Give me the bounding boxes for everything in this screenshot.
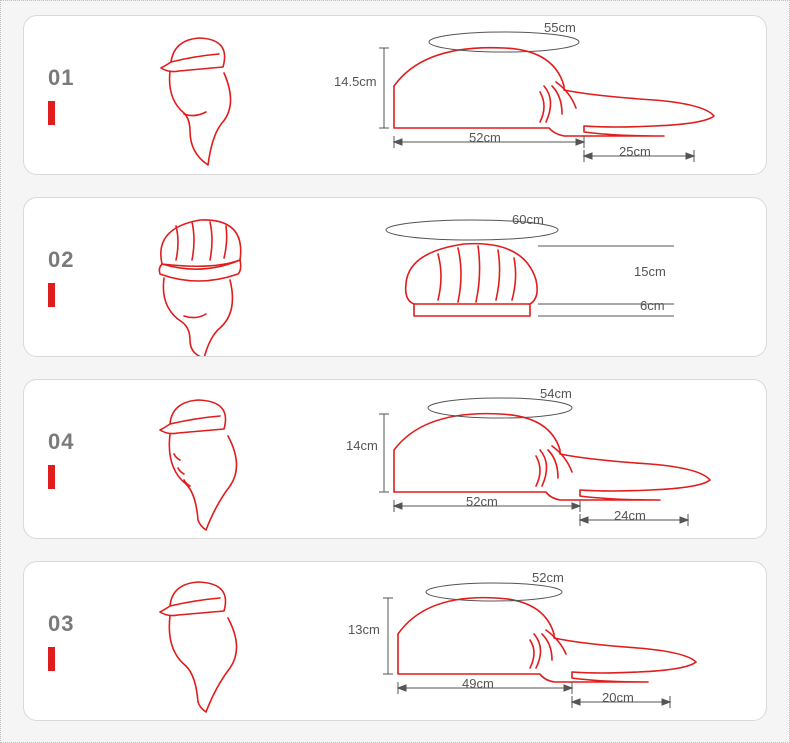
number-column: 04 bbox=[24, 380, 114, 538]
dim-top-width: 54cm bbox=[540, 386, 572, 401]
accent-bar bbox=[48, 465, 55, 489]
dim-brim-height: 6cm bbox=[640, 298, 665, 313]
spec-column: 55cm 14.5cm 52cm 25cm bbox=[294, 16, 766, 174]
spec-column: 54cm 14cm 52cm 24cm bbox=[294, 380, 766, 538]
spec-card: 02 bbox=[23, 197, 767, 357]
number-column: 01 bbox=[24, 16, 114, 174]
profile-illustration bbox=[114, 380, 294, 539]
item-number: 04 bbox=[48, 429, 74, 455]
profile-column bbox=[114, 16, 294, 174]
spec-sheet: 01 bbox=[0, 0, 790, 743]
dim-height: 14cm bbox=[346, 438, 378, 453]
spec-illustration bbox=[294, 16, 754, 175]
dim-base-width: 49cm bbox=[462, 676, 494, 691]
dim-height: 14.5cm bbox=[334, 74, 377, 89]
spec-illustration bbox=[294, 380, 754, 539]
number-column: 02 bbox=[24, 198, 114, 356]
spec-card: 03 bbox=[23, 561, 767, 721]
dim-tail-length: 25cm bbox=[619, 144, 651, 159]
spec-illustration bbox=[294, 562, 754, 721]
dim-height: 13cm bbox=[348, 622, 380, 637]
profile-column bbox=[114, 562, 294, 720]
spec-column: 60cm 15cm 6cm bbox=[294, 198, 766, 356]
dim-top-width: 60cm bbox=[512, 212, 544, 227]
item-number: 01 bbox=[48, 65, 74, 91]
spec-card: 04 bbox=[23, 379, 767, 539]
profile-column bbox=[114, 198, 294, 356]
dim-height: 15cm bbox=[634, 264, 666, 279]
accent-bar bbox=[48, 283, 55, 307]
accent-bar bbox=[48, 101, 55, 125]
profile-illustration bbox=[114, 562, 294, 721]
dim-top-width: 55cm bbox=[544, 20, 576, 35]
dim-base-width: 52cm bbox=[466, 494, 498, 509]
profile-illustration bbox=[114, 198, 294, 357]
accent-bar bbox=[48, 647, 55, 671]
dim-base-width: 52cm bbox=[469, 130, 501, 145]
dim-tail-length: 20cm bbox=[602, 690, 634, 705]
number-column: 03 bbox=[24, 562, 114, 720]
spec-column: 52cm 13cm 49cm 20cm bbox=[294, 562, 766, 720]
profile-illustration bbox=[114, 16, 294, 175]
spec-card: 01 bbox=[23, 15, 767, 175]
dim-top-width: 52cm bbox=[532, 570, 564, 585]
dim-tail-length: 24cm bbox=[614, 508, 646, 523]
item-number: 03 bbox=[48, 611, 74, 637]
profile-column bbox=[114, 380, 294, 538]
item-number: 02 bbox=[48, 247, 74, 273]
